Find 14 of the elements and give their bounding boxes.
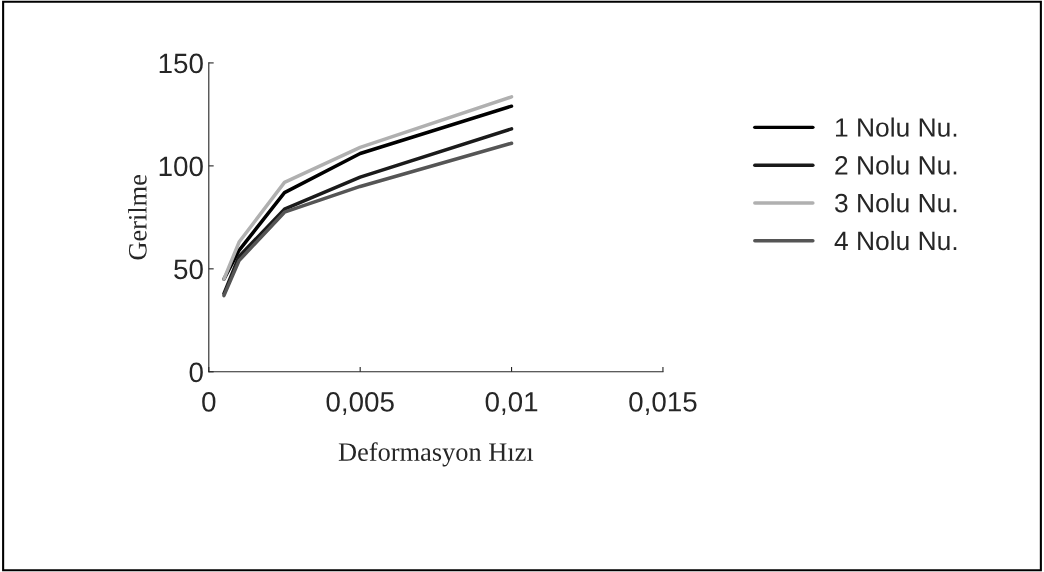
x-tick-label: 0,01 — [485, 391, 538, 415]
y-tick-label: 100 — [159, 156, 203, 177]
x-axis-title: Deformasyon Hızı — [338, 442, 534, 467]
legend-label: 2 Nolu Nu. — [835, 155, 957, 175]
x-tick-label: 0,005 — [326, 391, 394, 415]
legend-label: 3 Nolu Nu. — [834, 193, 957, 213]
x-tick-label: 0 — [202, 391, 216, 412]
y-tick-label: 150 — [159, 53, 203, 74]
legend-label: 1 Nolu Nu. — [835, 117, 957, 137]
x-tick-label: 0,015 — [629, 391, 697, 415]
y-axis-title: Gerilme — [128, 175, 147, 260]
y-tick-label: 50 — [174, 259, 203, 280]
legend-label: 4 Nolu Nu. — [834, 230, 957, 251]
y-tick-label: 0 — [189, 362, 203, 383]
